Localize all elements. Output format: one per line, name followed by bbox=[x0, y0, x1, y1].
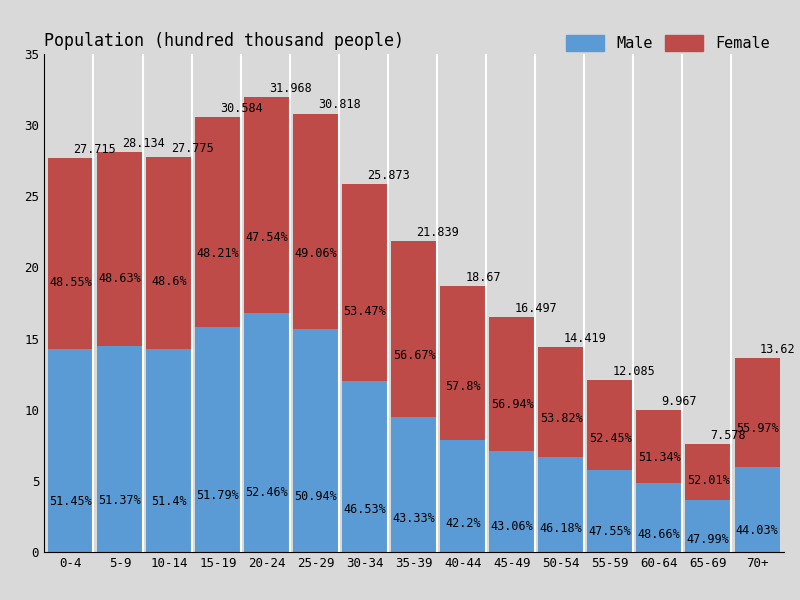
Bar bbox=[98, 346, 142, 552]
Bar bbox=[587, 470, 633, 552]
Bar bbox=[686, 500, 730, 552]
Text: 12.085: 12.085 bbox=[613, 365, 655, 378]
Bar bbox=[538, 347, 583, 457]
Bar bbox=[490, 317, 534, 451]
Text: 47.55%: 47.55% bbox=[589, 525, 631, 538]
Text: 28.134: 28.134 bbox=[122, 137, 165, 149]
Text: 43.06%: 43.06% bbox=[490, 520, 534, 533]
Bar bbox=[294, 113, 338, 329]
Bar bbox=[686, 444, 730, 500]
Bar bbox=[49, 158, 94, 349]
Bar bbox=[637, 410, 682, 483]
Bar bbox=[637, 483, 682, 552]
Bar bbox=[195, 117, 241, 326]
Legend: Male, Female: Male, Female bbox=[560, 29, 776, 58]
Text: 56.94%: 56.94% bbox=[490, 398, 534, 410]
Bar bbox=[342, 184, 387, 381]
Text: Population (hundred thousand people): Population (hundred thousand people) bbox=[44, 32, 404, 50]
Text: 51.34%: 51.34% bbox=[638, 451, 681, 464]
Text: 51.4%: 51.4% bbox=[151, 495, 186, 508]
Bar bbox=[195, 326, 241, 552]
Text: 48.6%: 48.6% bbox=[151, 275, 186, 288]
Bar bbox=[342, 381, 387, 552]
Text: 56.67%: 56.67% bbox=[393, 349, 435, 362]
Text: 49.06%: 49.06% bbox=[294, 247, 338, 260]
Text: 48.21%: 48.21% bbox=[197, 247, 239, 260]
Text: 27.775: 27.775 bbox=[171, 142, 214, 155]
Text: 27.715: 27.715 bbox=[74, 143, 116, 155]
Text: 46.53%: 46.53% bbox=[344, 503, 386, 515]
Bar bbox=[538, 457, 583, 552]
Text: 47.99%: 47.99% bbox=[686, 533, 730, 545]
Bar bbox=[734, 358, 779, 467]
Text: 14.419: 14.419 bbox=[563, 332, 606, 345]
Text: 47.54%: 47.54% bbox=[246, 231, 288, 244]
Text: 31.968: 31.968 bbox=[270, 82, 312, 95]
Text: 46.18%: 46.18% bbox=[540, 522, 582, 535]
Bar bbox=[734, 467, 779, 552]
Text: 13.62: 13.62 bbox=[759, 343, 795, 356]
Text: 51.79%: 51.79% bbox=[197, 489, 239, 502]
Text: 50.94%: 50.94% bbox=[294, 490, 338, 503]
Bar bbox=[490, 451, 534, 552]
Bar bbox=[98, 152, 142, 346]
Text: 30.818: 30.818 bbox=[318, 98, 361, 112]
Text: 48.55%: 48.55% bbox=[50, 275, 92, 289]
Bar bbox=[441, 440, 486, 552]
Text: 18.67: 18.67 bbox=[466, 271, 501, 284]
Text: 9.967: 9.967 bbox=[662, 395, 697, 408]
Text: 48.66%: 48.66% bbox=[638, 528, 681, 541]
Text: 53.82%: 53.82% bbox=[540, 412, 582, 425]
Text: 52.46%: 52.46% bbox=[246, 486, 288, 499]
Text: 7.578: 7.578 bbox=[710, 429, 746, 442]
Text: 53.47%: 53.47% bbox=[344, 305, 386, 319]
Text: 44.03%: 44.03% bbox=[736, 524, 778, 537]
Bar bbox=[245, 313, 290, 552]
Text: 51.45%: 51.45% bbox=[50, 495, 92, 508]
Text: 51.37%: 51.37% bbox=[98, 494, 142, 507]
Bar bbox=[587, 380, 633, 470]
Text: 42.2%: 42.2% bbox=[445, 517, 481, 530]
Text: 48.63%: 48.63% bbox=[98, 272, 142, 285]
Text: 43.33%: 43.33% bbox=[393, 512, 435, 525]
Text: 16.497: 16.497 bbox=[514, 302, 558, 315]
Text: 25.873: 25.873 bbox=[367, 169, 410, 182]
Text: 21.839: 21.839 bbox=[417, 226, 459, 239]
Text: 52.01%: 52.01% bbox=[686, 474, 730, 487]
Text: 55.97%: 55.97% bbox=[736, 422, 778, 435]
Bar bbox=[294, 329, 338, 552]
Text: 30.584: 30.584 bbox=[221, 101, 263, 115]
Bar bbox=[391, 241, 437, 418]
Text: 52.45%: 52.45% bbox=[589, 432, 631, 445]
Bar bbox=[49, 349, 94, 552]
Bar bbox=[441, 286, 486, 440]
Bar bbox=[245, 97, 290, 313]
Text: 57.8%: 57.8% bbox=[445, 380, 481, 392]
Bar bbox=[146, 157, 191, 349]
Bar bbox=[391, 418, 437, 552]
Bar bbox=[146, 349, 191, 552]
